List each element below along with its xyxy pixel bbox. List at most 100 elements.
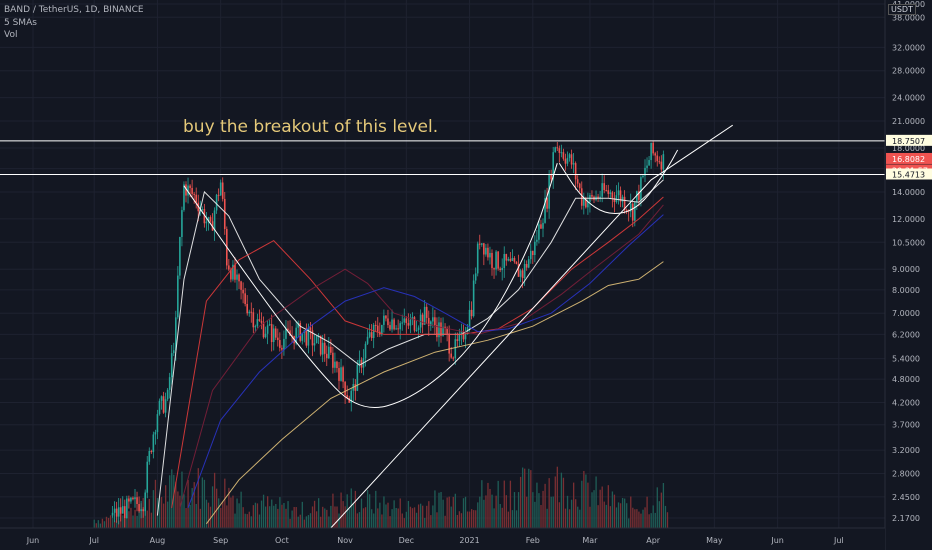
candle-body [168, 377, 171, 390]
candle-body [193, 193, 195, 195]
candle-body [542, 222, 544, 229]
volume-bar [191, 488, 193, 528]
candle-body [583, 198, 585, 206]
indicator-label[interactable]: 5 SMAs [4, 18, 37, 28]
candle-body [432, 317, 434, 322]
volume-bar [318, 498, 320, 528]
volume-bar [564, 508, 567, 528]
candle-body [532, 250, 534, 255]
candle-body [472, 280, 475, 317]
price-label-box [886, 168, 932, 180]
candle-body [562, 152, 565, 159]
candle-body [283, 338, 285, 350]
volume-bar [648, 514, 650, 528]
candle-body [609, 192, 612, 194]
candle-body [274, 328, 277, 338]
volume-bar [122, 515, 124, 528]
volume-bar [114, 520, 116, 528]
candle-body [570, 154, 573, 165]
candle-body [489, 252, 491, 258]
candle-body [297, 322, 299, 328]
y-tick-label: 18.0000 [892, 144, 925, 153]
y-tick-label: 2.4500 [892, 493, 920, 502]
volume-bar [481, 480, 483, 528]
volume-bar [471, 509, 473, 528]
candle-body [536, 239, 538, 242]
volume-bar [438, 492, 440, 528]
volume-bar [326, 509, 328, 528]
volume-bar [448, 496, 450, 528]
volume-bar [413, 507, 416, 528]
volume-bar [432, 505, 434, 528]
volume-bar [517, 492, 520, 528]
volume-bar [201, 477, 204, 528]
volume-bar [289, 518, 291, 528]
volume-bar [544, 483, 546, 528]
y-tick-label: 14.0000 [892, 188, 925, 197]
volume-bar [165, 485, 167, 528]
volume-bar [542, 490, 544, 528]
volume-bar [348, 509, 350, 528]
sma-line-2 [171, 196, 664, 508]
candle-body [656, 155, 659, 162]
x-tick-label: Jun [26, 536, 40, 545]
volume-bar [530, 470, 532, 528]
volume-bar [269, 506, 271, 528]
volume-bar [456, 514, 459, 528]
volume-bar [320, 516, 322, 528]
currency-label[interactable]: USDT [888, 4, 916, 15]
volume-bar [619, 503, 622, 528]
volume-bar [240, 491, 242, 528]
candle-body [515, 261, 518, 265]
volume-bar [503, 480, 505, 528]
volume-bar [462, 498, 465, 528]
volume-bar [666, 512, 669, 528]
candle-body [299, 322, 302, 341]
candle-body [250, 311, 253, 313]
candle-body [631, 203, 634, 221]
candle-body [446, 328, 448, 334]
y-tick-label: 2.8000 [892, 469, 920, 478]
volume-bar [213, 472, 216, 528]
candle-body [603, 183, 605, 191]
candle-body [177, 275, 179, 318]
candle-body [344, 381, 346, 396]
candle-body [587, 201, 589, 208]
candle-body [181, 210, 183, 238]
volume-bar [409, 506, 412, 528]
volume-label[interactable]: Vol [4, 30, 18, 40]
candle-body [170, 353, 173, 378]
sma-lines [156, 179, 664, 525]
candle-body [425, 306, 428, 318]
candle-body [232, 264, 234, 280]
volume-bar [224, 478, 226, 528]
candle-body [558, 148, 561, 153]
candle-body [529, 250, 532, 260]
volume-bar [595, 476, 597, 528]
candle-body [132, 497, 134, 500]
candle-body [564, 158, 567, 164]
price-label-level: 18.7507 [886, 134, 932, 146]
candle-body [576, 179, 579, 184]
volume-bar [93, 519, 95, 528]
volume-bar [473, 510, 475, 528]
candle-body [201, 209, 204, 211]
candle-body [613, 198, 616, 202]
volume-bar [560, 472, 563, 528]
candle-body [623, 196, 626, 210]
volume-bar [230, 497, 232, 528]
volume-bar [615, 507, 618, 528]
volume-bar [583, 470, 585, 528]
candle-body [591, 195, 593, 197]
volume-bar [424, 517, 426, 528]
volume-bar [264, 506, 267, 528]
volume-bar [605, 504, 607, 528]
candle-body [578, 183, 581, 189]
candle-body [574, 163, 577, 180]
volume-bar [646, 496, 648, 528]
candle-body [415, 329, 418, 331]
volume-bar [158, 497, 161, 528]
x-tick-label: Jul [833, 536, 844, 545]
candle-body [625, 209, 628, 211]
